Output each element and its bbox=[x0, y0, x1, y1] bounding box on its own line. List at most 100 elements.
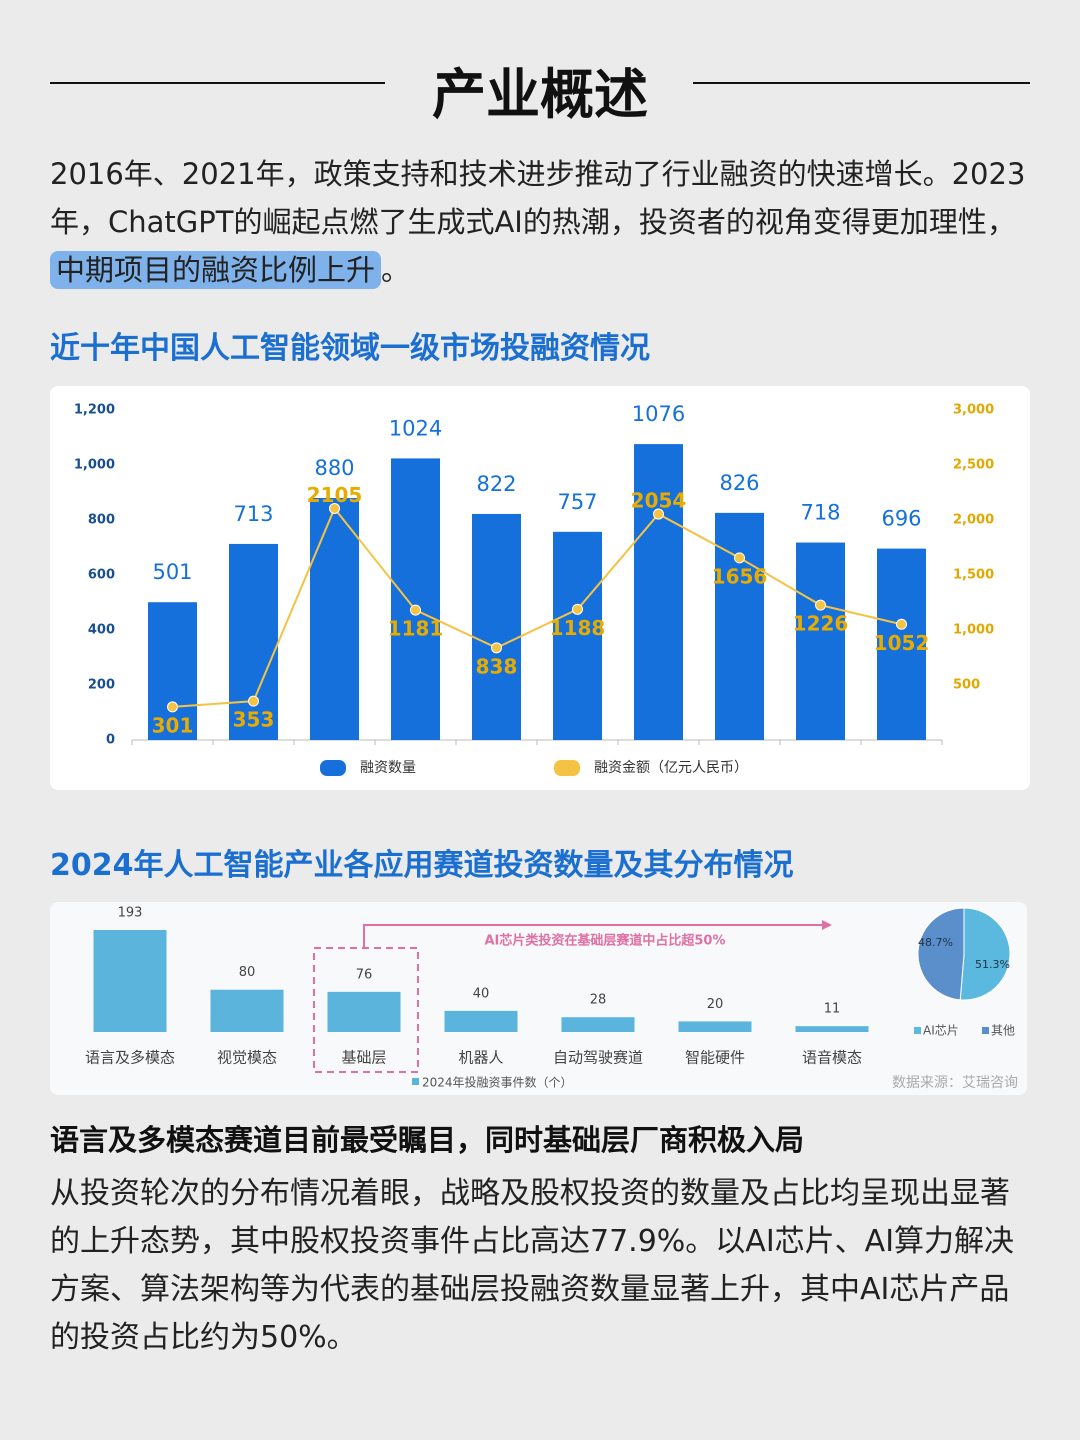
legend-swatch bbox=[982, 1027, 989, 1034]
line bbox=[172, 506, 902, 708]
bar-label: 80 bbox=[239, 965, 256, 980]
legend-swatch bbox=[914, 1027, 921, 1034]
bar bbox=[715, 512, 764, 740]
page-title: 产业概述 bbox=[432, 63, 648, 126]
x-tick-label: 语音模态 bbox=[802, 1049, 862, 1067]
y-tick-label: 800 bbox=[88, 513, 115, 528]
point-label: 1181 bbox=[388, 617, 444, 641]
bar-label: 822 bbox=[476, 472, 516, 496]
bar-label: 718 bbox=[800, 501, 840, 525]
point bbox=[248, 695, 259, 707]
x-tick-label: 语言及多模态 bbox=[85, 1049, 175, 1067]
intro-text: 。 bbox=[381, 253, 411, 287]
legend-swatch bbox=[412, 1078, 419, 1085]
y2-tick-label: 3,000 bbox=[953, 403, 994, 418]
y-tick-label: 400 bbox=[88, 623, 115, 638]
bar-label: 1024 bbox=[389, 416, 442, 440]
intro-text: 2016年、2021年，政策支持和技术进步推动了行业融资的快速增长。2023年，… bbox=[50, 157, 1026, 239]
legend-swatch bbox=[554, 760, 580, 776]
bar bbox=[634, 444, 683, 740]
point bbox=[491, 642, 502, 654]
bar-label: 20 bbox=[707, 997, 724, 1012]
bar-label: 757 bbox=[557, 490, 597, 514]
bar bbox=[310, 498, 359, 740]
y2-tick-label: 2,000 bbox=[953, 513, 994, 528]
bar-label: 713 bbox=[233, 502, 273, 526]
source: 数据来源：艾瑞咨询 bbox=[892, 1075, 1018, 1091]
x-tick-label: 视觉模态 bbox=[217, 1049, 277, 1067]
bar bbox=[561, 1017, 635, 1032]
point bbox=[653, 508, 664, 520]
intro-highlight: 中期项目的融资比例上升 bbox=[50, 251, 382, 289]
legend-label: 其他 bbox=[991, 1024, 1015, 1038]
point-label: 1052 bbox=[874, 631, 930, 655]
bar-label: 40 bbox=[473, 986, 490, 1001]
bar-label: 28 bbox=[590, 993, 607, 1008]
x-tick-label: 基础层 bbox=[341, 1049, 386, 1067]
point bbox=[815, 599, 826, 611]
bar bbox=[796, 542, 845, 740]
bar bbox=[391, 458, 440, 740]
x-tick-label: 自动驾驶赛道 bbox=[553, 1049, 643, 1067]
point bbox=[329, 502, 340, 514]
y2-tick-label: 2,500 bbox=[953, 458, 994, 473]
point-label: 838 bbox=[476, 654, 518, 678]
bar-label: 11 bbox=[824, 1002, 841, 1017]
arrow-head bbox=[822, 920, 832, 930]
bar-label: 1076 bbox=[632, 402, 685, 426]
point-label: 2054 bbox=[631, 489, 687, 513]
x-tick-label: 智能硬件 bbox=[685, 1049, 745, 1067]
bar bbox=[210, 989, 284, 1032]
bar bbox=[795, 1026, 869, 1032]
point bbox=[572, 603, 583, 615]
summary-heading: 语言及多模态赛道目前最受瞩目，同时基础层厂商积极入局 bbox=[50, 1123, 805, 1157]
point-label: 1656 bbox=[712, 564, 768, 588]
bar bbox=[148, 602, 197, 740]
legend-label: 融资金额（亿元人民币） bbox=[594, 760, 748, 776]
y2-tick-label: 1,500 bbox=[953, 568, 994, 583]
legend-label: 2024年投融资事件数（个） bbox=[422, 1075, 573, 1090]
y-tick-label: 0 bbox=[106, 733, 115, 748]
point bbox=[734, 552, 745, 564]
bar-label: 501 bbox=[152, 560, 192, 584]
pie-slice bbox=[917, 907, 965, 1001]
bar-label: 76 bbox=[356, 967, 373, 982]
slice-label: 51.3% bbox=[975, 958, 1010, 971]
bar-label: 696 bbox=[881, 507, 921, 531]
section-heading: 近十年中国人工智能领域一级市场投融资情况 bbox=[50, 331, 650, 366]
point bbox=[896, 618, 907, 630]
bar bbox=[553, 531, 602, 740]
bar-label: 826 bbox=[719, 471, 759, 495]
legend-swatch bbox=[320, 760, 346, 776]
y-tick-label: 1,000 bbox=[74, 458, 115, 473]
legend-label: AI芯片 bbox=[923, 1024, 959, 1038]
intro: 2016年、2021年，政策支持和技术进步推动了行业融资的快速增长。2023年，… bbox=[50, 150, 1035, 294]
y2-tick-label: 1,000 bbox=[953, 623, 994, 638]
point-label: 1226 bbox=[793, 612, 849, 636]
bar bbox=[877, 548, 926, 740]
point bbox=[167, 701, 178, 713]
annotation: AI芯片类投资在基础层赛道中占比超50% bbox=[484, 933, 725, 949]
point bbox=[410, 604, 421, 616]
y-tick-label: 1,200 bbox=[74, 403, 115, 418]
point-label: 2105 bbox=[307, 483, 363, 507]
point-label: 1188 bbox=[550, 616, 606, 640]
arrow bbox=[363, 924, 826, 948]
y-tick-label: 200 bbox=[88, 678, 115, 693]
y-tick-label: 600 bbox=[88, 568, 115, 583]
x-tick-label: 机器人 bbox=[458, 1049, 503, 1067]
bar-label: 880 bbox=[314, 456, 354, 480]
bar bbox=[327, 991, 401, 1032]
bar bbox=[93, 930, 167, 1032]
bar bbox=[444, 1010, 518, 1032]
card bbox=[50, 902, 1027, 1095]
y2-tick-label: 500 bbox=[953, 678, 980, 693]
bar bbox=[472, 513, 521, 740]
legend-label: 融资数量 bbox=[360, 760, 416, 776]
bar-label: 193 bbox=[118, 906, 143, 921]
point-label: 353 bbox=[233, 708, 275, 732]
bar bbox=[229, 543, 278, 740]
bar bbox=[678, 1021, 752, 1032]
